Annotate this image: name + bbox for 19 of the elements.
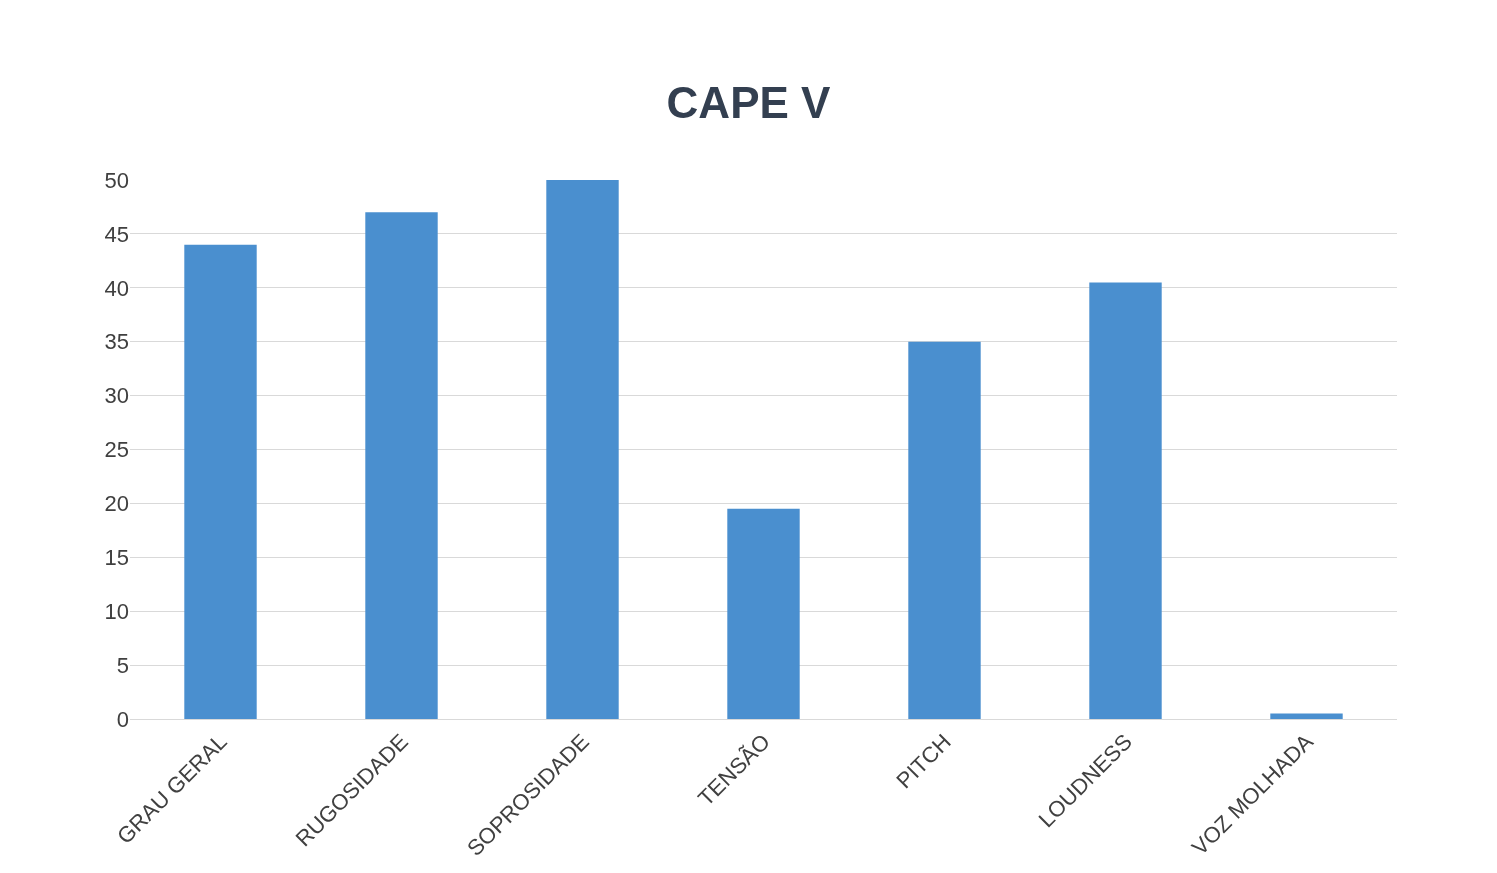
y-tick-label: 50 bbox=[104, 167, 129, 193]
y-tick-label: 25 bbox=[104, 437, 129, 463]
y-tick-label: 40 bbox=[104, 275, 129, 301]
y-tick-label: 5 bbox=[116, 652, 129, 678]
y-tick-label: 35 bbox=[104, 329, 129, 355]
y-tick-label: 45 bbox=[104, 221, 129, 247]
bar bbox=[546, 180, 619, 719]
bar bbox=[1089, 282, 1162, 719]
y-tick-label: 10 bbox=[104, 598, 129, 624]
y-tick-label: 0 bbox=[116, 706, 129, 732]
y-tick-label: 30 bbox=[104, 383, 129, 409]
bar bbox=[727, 508, 800, 719]
bar bbox=[1270, 713, 1343, 719]
y-tick-label: 20 bbox=[104, 491, 129, 517]
bar bbox=[908, 341, 981, 719]
bar bbox=[365, 212, 438, 719]
y-tick-label: 15 bbox=[104, 545, 129, 570]
bar bbox=[184, 244, 257, 719]
chart-title: CAPE V bbox=[666, 78, 832, 128]
